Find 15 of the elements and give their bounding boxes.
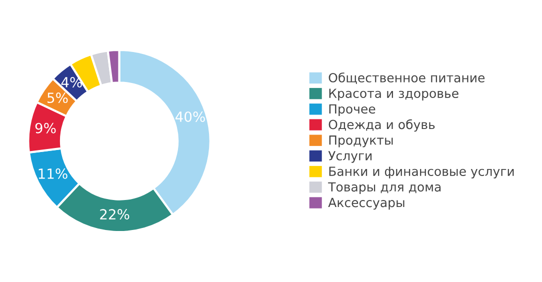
legend-label: Аксессуары	[328, 198, 404, 210]
legend-label: Банки и финансовые услуги	[329, 166, 514, 178]
legend-label: Общественное питание	[328, 72, 485, 84]
legend-label: Красота и здоровье	[329, 88, 458, 100]
legend-label: Одежда и обувь	[328, 119, 435, 132]
data-label: 9%	[35, 122, 56, 134]
legend-label: Прочее	[329, 104, 376, 116]
legend-label: Услуги	[328, 151, 372, 163]
data-label: 5%	[48, 92, 68, 104]
legend-label: Товары для дома	[328, 182, 441, 194]
data-label: 22%	[100, 209, 130, 220]
legend-label: Продукты	[329, 136, 393, 148]
data-label: 40%	[175, 111, 205, 122]
data-label: 11%	[38, 168, 68, 179]
data-label: 4%	[61, 76, 82, 88]
